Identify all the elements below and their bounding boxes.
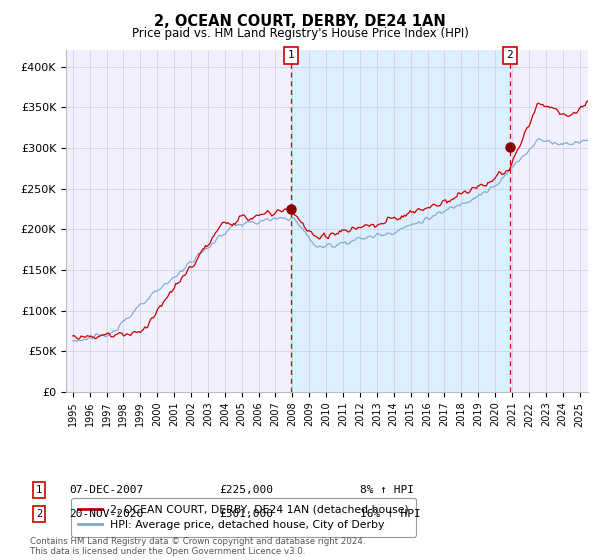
Text: 20-NOV-2020: 20-NOV-2020 — [69, 509, 143, 519]
Text: £301,000: £301,000 — [219, 509, 273, 519]
Text: 8% ↑ HPI: 8% ↑ HPI — [360, 485, 414, 495]
Text: Price paid vs. HM Land Registry's House Price Index (HPI): Price paid vs. HM Land Registry's House … — [131, 27, 469, 40]
Text: 1: 1 — [36, 485, 42, 495]
Text: 2: 2 — [506, 50, 514, 60]
Text: £225,000: £225,000 — [219, 485, 273, 495]
Text: This data is licensed under the Open Government Licence v3.0.: This data is licensed under the Open Gov… — [30, 547, 305, 556]
Text: Contains HM Land Registry data © Crown copyright and database right 2024.: Contains HM Land Registry data © Crown c… — [30, 537, 365, 546]
Text: 2, OCEAN COURT, DERBY, DE24 1AN: 2, OCEAN COURT, DERBY, DE24 1AN — [154, 14, 446, 29]
Legend: 2, OCEAN COURT, DERBY, DE24 1AN (detached house), HPI: Average price, detached h: 2, OCEAN COURT, DERBY, DE24 1AN (detache… — [71, 498, 416, 536]
Bar — [291, 50, 510, 392]
Text: 07-DEC-2007: 07-DEC-2007 — [69, 485, 143, 495]
Text: 2: 2 — [36, 509, 42, 519]
Text: 1: 1 — [287, 50, 295, 60]
Text: 16% ↑ HPI: 16% ↑ HPI — [360, 509, 421, 519]
